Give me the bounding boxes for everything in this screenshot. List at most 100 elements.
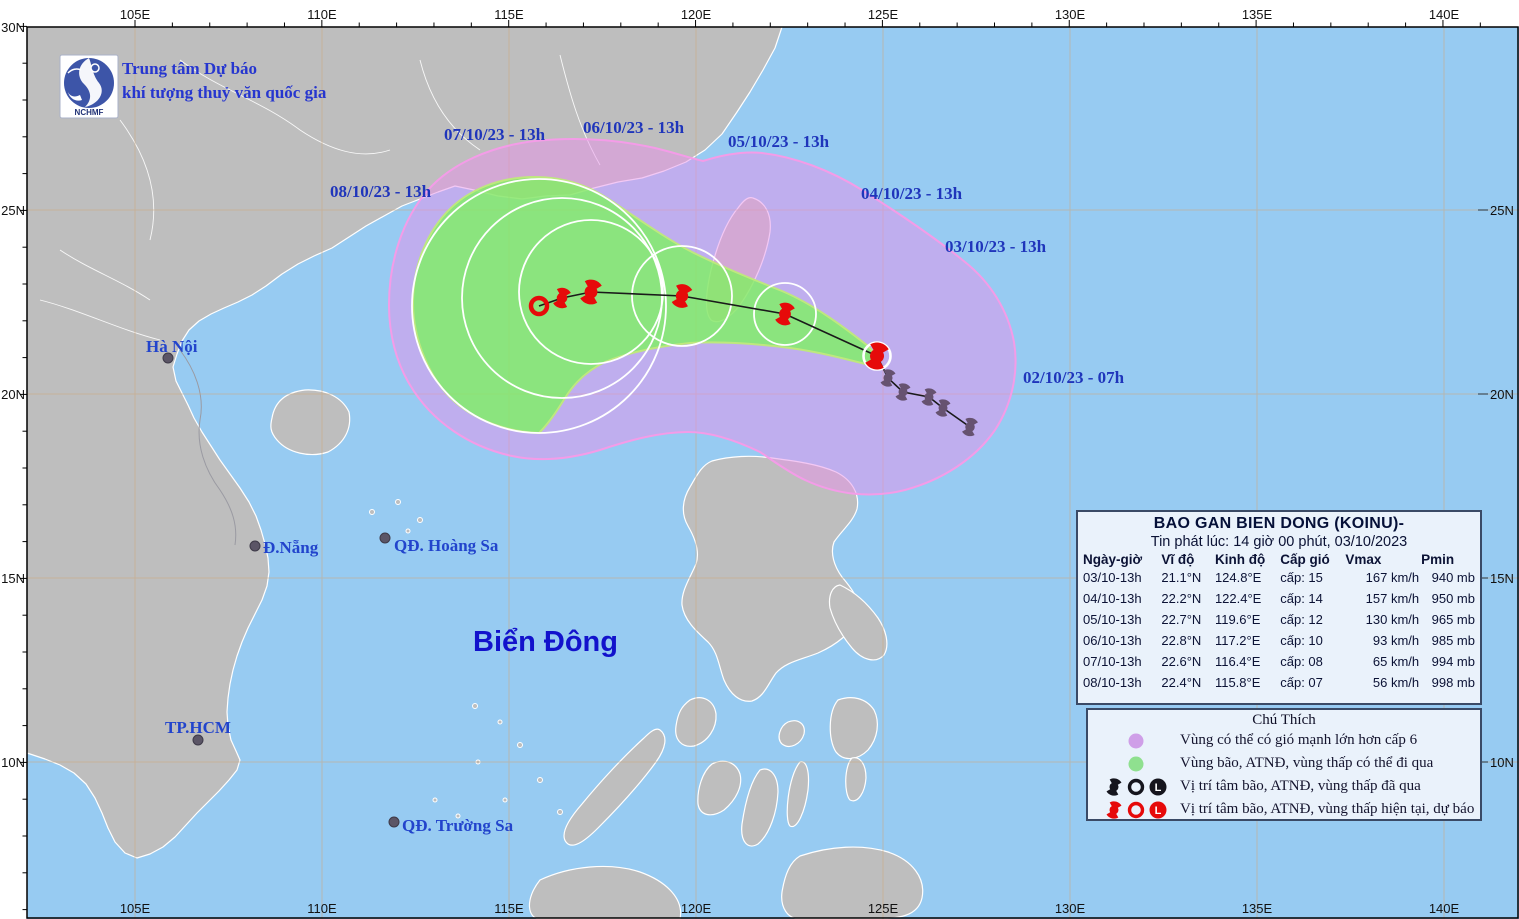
- red-circle-icon: [1127, 801, 1145, 818]
- col-header-windlevel: Cấp gió: [1280, 552, 1330, 567]
- lon-label-bottom: 110E: [307, 901, 337, 916]
- legend-row-past-positions: L Vị trí tâm bão, ATNĐ, vùng thấp đã qua: [1092, 775, 1476, 798]
- land-masses: [26, 26, 924, 919]
- cell-date: 04/10-13h: [1083, 591, 1142, 606]
- land-masbate: [778, 720, 805, 747]
- forecast-low-icon: [528, 295, 550, 317]
- country-border: [179, 349, 237, 546]
- lon-label-bottom: 140E: [1429, 901, 1460, 916]
- land-cebu: [786, 761, 810, 828]
- city-dot-hcm: [192, 734, 204, 746]
- legend-text: Vùng có thể có gió mạnh lớn hơn cấp 6: [1180, 732, 1418, 748]
- forecast-storm-symbols: [528, 275, 801, 330]
- city-dot-truongsa: [388, 816, 400, 828]
- logo-text: NCHMF: [75, 108, 104, 117]
- agency-logo: NCHMF: [59, 54, 119, 119]
- legend-text: Vị trí tâm bão, ATNĐ, vùng thấp đã qua: [1180, 778, 1421, 794]
- past-position-icons: L: [1092, 775, 1180, 798]
- cell-windlevel: cấp: 15: [1280, 570, 1323, 585]
- city-dot-hoangsa: [379, 532, 391, 544]
- legend-row-passage-zone: Vùng bão, ATNĐ, vùng thấp có thể đi qua: [1092, 752, 1476, 775]
- cell-lon: 116.4°E: [1214, 654, 1261, 669]
- cell-lon: 124.8°E: [1214, 570, 1262, 585]
- cell-lat: 22.2°N: [1161, 591, 1202, 606]
- lon-label-top: 120E: [681, 7, 712, 22]
- agency-name-line2: khí tượng thuỷ văn quốc gia: [122, 83, 327, 102]
- map-frame: [26, 26, 1519, 919]
- land-borneo: [528, 865, 682, 919]
- lat-label-left: 30N: [1, 20, 25, 35]
- cell-windlevel: cấp: 12: [1280, 612, 1323, 627]
- cell-vmax: 93 km/h: [1372, 633, 1420, 648]
- lat-label-left: 20N: [1, 387, 25, 402]
- city-label-truongsa: QĐ. Trường Sa: [402, 816, 514, 835]
- lon-label-bottom: 115E: [494, 901, 524, 916]
- lon-label-bottom: 125E: [868, 901, 899, 916]
- lat-label-left: 10N: [1, 755, 25, 770]
- cell-date: 08/10-13h: [1083, 675, 1142, 690]
- track-label-0310: 03/10/23 - 13h: [945, 237, 1047, 256]
- cell-pmin: 998 mb: [1431, 675, 1475, 690]
- legend-row-forecast-positions: L Vị trí tâm bão, ATNĐ, vùng thấp hiện t…: [1092, 798, 1476, 821]
- table-row: 07/10-13h 22.6°N 116.4°E cấp: 08 65 km/h 994 …: [1082, 651, 1476, 672]
- low-pressure-glyph: L: [1155, 805, 1162, 817]
- lon-label-top: 130E: [1055, 7, 1086, 22]
- land-panay: [697, 760, 742, 816]
- legend-title: Chú Thích: [1252, 712, 1316, 728]
- lon-label-top: 140E: [1429, 7, 1460, 22]
- top-axis-ticks: [134, 20, 1481, 27]
- cell-windlevel: cấp: 14: [1280, 591, 1323, 606]
- lon-label-bottom: 105E: [120, 901, 151, 916]
- lon-label-top: 105E: [120, 7, 151, 22]
- right-latitude-labels: 25N 20N 15N 10N: [1478, 203, 1514, 770]
- city-dot-hanoi: [162, 352, 174, 364]
- cell-vmax: 130 km/h: [1365, 612, 1420, 627]
- forecast-position-icons: L: [1092, 798, 1180, 821]
- table-row: 08/10-13h 22.4°N 115.8°E cấp: 07 56 km/h 998 …: [1082, 672, 1476, 693]
- cell-lon: 122.4°E: [1214, 591, 1262, 606]
- track-label-0710: 07/10/23 - 13h: [444, 125, 546, 144]
- table-row: 05/10-13h 22.7°N 119.6°E cấp: 12 130 km/h 965…: [1082, 609, 1476, 630]
- city-label-hcm: TP.HCM: [165, 718, 231, 737]
- cell-vmax: 65 km/h: [1372, 654, 1420, 669]
- red-typhoon-icon: [1103, 798, 1126, 821]
- lon-label-bottom: 120E: [681, 901, 712, 916]
- table-row: 06/10-13h 22.8°N 117.2°E cấp: 10 93 km/h 985 …: [1082, 630, 1476, 651]
- land-mindanao: [781, 846, 924, 919]
- sea-name-label: Biển Đông: [473, 626, 618, 658]
- cell-lat: 22.6°N: [1161, 654, 1202, 669]
- cell-lon: 119.6°E: [1214, 612, 1261, 627]
- lat-label-right: 10N: [1490, 755, 1514, 770]
- black-low-icon: [1149, 778, 1167, 795]
- land-samar: [829, 697, 878, 760]
- cell-lat: 22.8°N: [1161, 633, 1202, 648]
- storm-info-panel: BAO GAN BIEN DONG (KOINU)- Tin phát lúc:…: [1076, 510, 1482, 705]
- legend-text: Vùng bão, ATNĐ, vùng thấp có thể đi qua: [1180, 755, 1434, 771]
- top-longitude-labels: 105E 110E 115E 120E 125E 130E 135E 140E: [120, 7, 1460, 22]
- cell-vmax: 167 km/h: [1365, 570, 1420, 585]
- col-header-vmax: Vmax: [1345, 552, 1382, 567]
- agency-name-line1: Trung tâm Dự báo: [122, 59, 257, 78]
- col-header-date: Ngày-giờ: [1083, 552, 1143, 567]
- col-header-pmin: Pmin: [1421, 552, 1455, 567]
- legend-row-danger-zone: Vùng có thể có gió mạnh lớn hơn cấp 6: [1092, 729, 1476, 752]
- track-label-0610: 06/10/23 - 13h: [583, 118, 685, 137]
- storm-forecast-table: Ngày-giờ Vĩ độ Kinh độ Cấp gió Vmax Pmin…: [1082, 552, 1476, 693]
- lat-label-left: 15N: [1, 571, 25, 586]
- storm-title: BAO GAN BIEN DONG (KOINU)-: [1153, 515, 1405, 532]
- lon-label-top: 125E: [868, 7, 899, 22]
- lon-label-top: 115E: [494, 7, 524, 22]
- cell-vmax: 157 km/h: [1365, 591, 1420, 606]
- lon-label-bottom: 135E: [1242, 901, 1273, 916]
- city-label-hoangsa: QĐ. Hoàng Sa: [394, 536, 499, 555]
- legend-panel: Chú Thích Vùng có thể có gió mạnh lớn hơ…: [1086, 708, 1482, 821]
- cell-lon: 115.8°E: [1214, 675, 1261, 690]
- cell-windlevel: cấp: 08: [1280, 654, 1323, 669]
- cell-pmin: 994 mb: [1431, 654, 1475, 669]
- col-header-lat: Vĩ độ: [1161, 552, 1195, 567]
- lat-label-right: 15N: [1490, 571, 1514, 586]
- cell-date: 05/10-13h: [1083, 612, 1142, 627]
- city-dot-danang: [249, 540, 261, 552]
- left-axis-ticks: [20, 25, 27, 911]
